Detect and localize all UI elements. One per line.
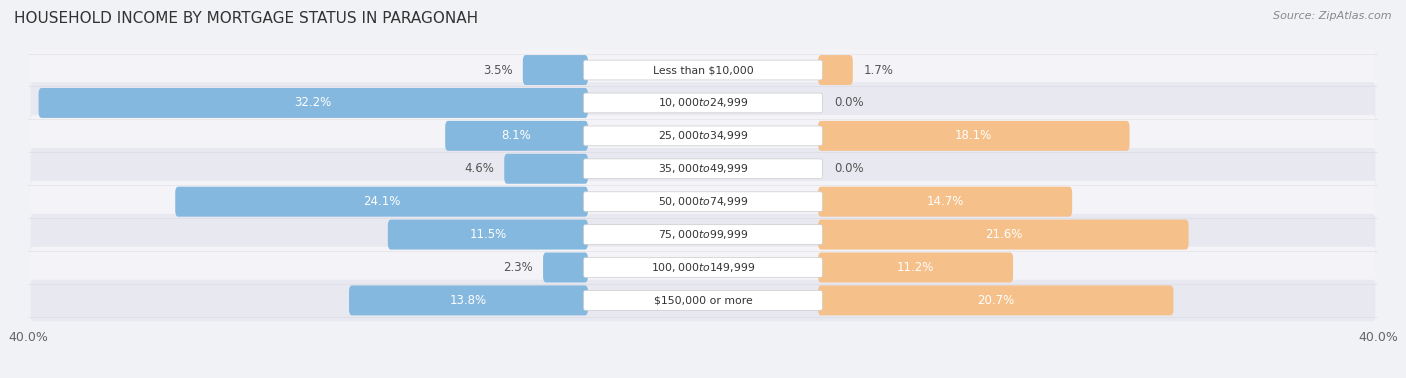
Text: 21.6%: 21.6% [984,228,1022,241]
Text: 0.0%: 0.0% [835,162,865,175]
FancyBboxPatch shape [31,181,1375,222]
Text: $10,000 to $24,999: $10,000 to $24,999 [658,96,748,110]
FancyBboxPatch shape [583,291,823,310]
Text: 11.5%: 11.5% [470,228,506,241]
FancyBboxPatch shape [543,253,588,282]
Text: 2.3%: 2.3% [503,261,533,274]
FancyBboxPatch shape [31,82,1375,124]
Text: 32.2%: 32.2% [295,96,332,110]
FancyBboxPatch shape [31,280,1375,321]
FancyBboxPatch shape [505,154,588,184]
FancyBboxPatch shape [583,126,823,146]
Text: HOUSEHOLD INCOME BY MORTGAGE STATUS IN PARAGONAH: HOUSEHOLD INCOME BY MORTGAGE STATUS IN P… [14,11,478,26]
FancyBboxPatch shape [818,187,1073,217]
FancyBboxPatch shape [583,159,823,179]
FancyBboxPatch shape [31,49,1375,91]
Text: $50,000 to $74,999: $50,000 to $74,999 [658,195,748,208]
FancyBboxPatch shape [818,55,853,85]
FancyBboxPatch shape [523,55,588,85]
Text: $100,000 to $149,999: $100,000 to $149,999 [651,261,755,274]
Text: Source: ZipAtlas.com: Source: ZipAtlas.com [1274,11,1392,21]
Text: 20.7%: 20.7% [977,294,1014,307]
Text: 4.6%: 4.6% [464,162,494,175]
Text: 18.1%: 18.1% [955,129,993,143]
FancyBboxPatch shape [583,93,823,113]
Text: 3.5%: 3.5% [482,64,512,76]
FancyBboxPatch shape [31,214,1375,255]
Text: $75,000 to $99,999: $75,000 to $99,999 [658,228,748,241]
FancyBboxPatch shape [176,187,588,217]
Text: 13.8%: 13.8% [450,294,486,307]
Text: 1.7%: 1.7% [863,64,893,76]
FancyBboxPatch shape [31,115,1375,156]
FancyBboxPatch shape [818,121,1129,151]
Text: 14.7%: 14.7% [927,195,963,208]
FancyBboxPatch shape [818,253,1014,282]
FancyBboxPatch shape [349,285,588,315]
Text: $25,000 to $34,999: $25,000 to $34,999 [658,129,748,143]
FancyBboxPatch shape [583,225,823,245]
FancyBboxPatch shape [818,285,1174,315]
FancyBboxPatch shape [446,121,588,151]
Text: $35,000 to $49,999: $35,000 to $49,999 [658,162,748,175]
FancyBboxPatch shape [31,148,1375,189]
FancyBboxPatch shape [583,60,823,80]
Text: 11.2%: 11.2% [897,261,934,274]
Text: 0.0%: 0.0% [835,96,865,110]
FancyBboxPatch shape [583,192,823,212]
FancyBboxPatch shape [38,88,588,118]
FancyBboxPatch shape [818,220,1188,249]
Text: Less than $10,000: Less than $10,000 [652,65,754,75]
Text: 24.1%: 24.1% [363,195,401,208]
Text: $150,000 or more: $150,000 or more [654,295,752,305]
FancyBboxPatch shape [583,258,823,277]
Text: 8.1%: 8.1% [502,129,531,143]
FancyBboxPatch shape [31,247,1375,288]
FancyBboxPatch shape [388,220,588,249]
